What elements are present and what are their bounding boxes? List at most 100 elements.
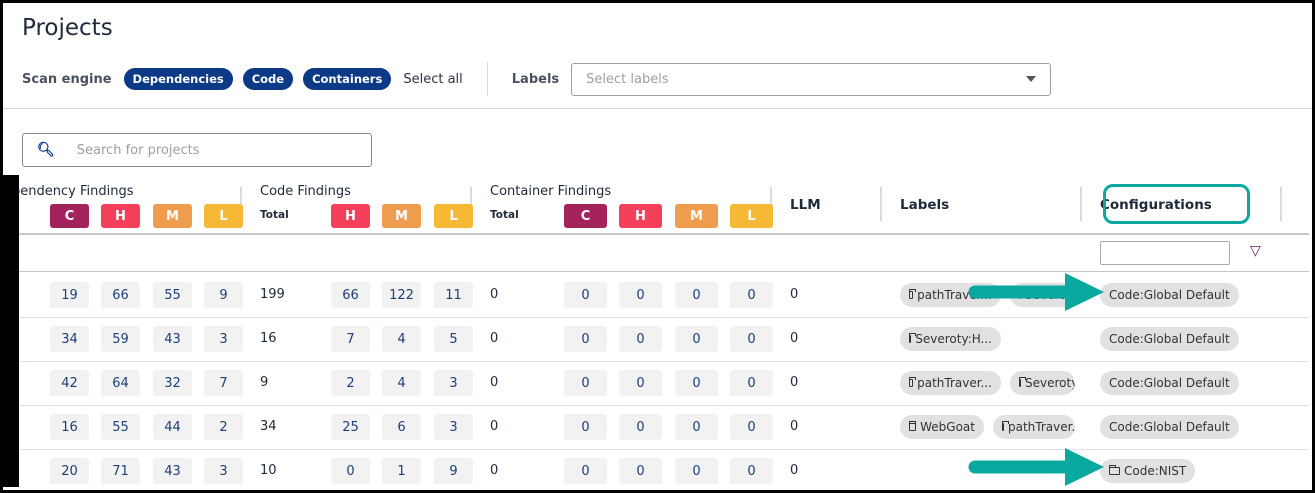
dependency-count-cell[interactable]: 64	[101, 370, 140, 396]
severity-badge-L[interactable]: L	[204, 204, 243, 228]
code-count-cell[interactable]: 9	[434, 458, 473, 484]
label-chip[interactable]: Severoty:H...	[900, 327, 1001, 351]
code-count-cell[interactable]: 6	[382, 414, 421, 440]
code-count-cell[interactable]: 0	[331, 458, 370, 484]
dependency-count-cell[interactable]: 2	[204, 414, 243, 440]
code-total: 199	[260, 287, 285, 302]
label-chip[interactable]: pathTraver...	[900, 371, 1001, 395]
code-count-cell[interactable]: 4	[382, 370, 421, 396]
severity-badge-M[interactable]: M	[382, 204, 421, 228]
code-count-cell[interactable]: 3	[434, 370, 473, 396]
filter-icon[interactable]: ▽	[1250, 243, 1261, 259]
severity-badge-C[interactable]: C	[564, 204, 607, 228]
code-count-cell[interactable]: 4	[382, 326, 421, 352]
severity-badge-M[interactable]: M	[153, 204, 192, 228]
dependency-count-cell[interactable]: 16	[50, 414, 89, 440]
dependency-count-cell[interactable]: 44	[153, 414, 192, 440]
severity-badge-H[interactable]: H	[101, 204, 140, 228]
container-count-cell[interactable]: 0	[730, 370, 773, 396]
container-count-cell[interactable]: 0	[675, 414, 718, 440]
container-count-cell[interactable]: 0	[675, 326, 718, 352]
container-count-cell[interactable]: 0	[619, 282, 662, 308]
dependency-count-cell[interactable]: 19	[50, 282, 89, 308]
container-count-cell[interactable]: 0	[730, 282, 773, 308]
code-count-cell[interactable]: 7	[331, 326, 370, 352]
severity-badge-M[interactable]: M	[675, 204, 718, 228]
folder-icon	[909, 377, 917, 387]
configurations-filter-input[interactable]	[1100, 241, 1230, 265]
engine-chip-dependencies[interactable]: Dependencies	[123, 68, 233, 90]
severity-badge-H[interactable]: H	[331, 204, 370, 228]
labels-select[interactable]: Select labels	[571, 62, 1052, 96]
dependency-count-cell[interactable]: 7	[204, 370, 243, 396]
container-count-cell[interactable]: 0	[619, 370, 662, 396]
dependency-count-cell[interactable]: 32	[153, 370, 192, 396]
code-count-cell[interactable]: 1	[382, 458, 421, 484]
container-count-cell[interactable]: 0	[619, 414, 662, 440]
container-total: 0	[490, 331, 499, 346]
severity-badge-L[interactable]: L	[730, 204, 773, 228]
container-count-cell[interactable]: 0	[564, 326, 607, 352]
dependency-count-cell[interactable]: 43	[153, 326, 192, 352]
container-count-cell[interactable]: 0	[675, 458, 718, 484]
container-count-cell[interactable]: 0	[730, 326, 773, 352]
llm-header[interactable]: LLM	[790, 197, 821, 213]
code-count-cell[interactable]: 2	[331, 370, 370, 396]
folder-icon	[1019, 377, 1026, 387]
configuration-chip[interactable]: Code:Global Default	[1100, 283, 1239, 307]
container-count-cell[interactable]: 0	[619, 458, 662, 484]
severity-badge-L[interactable]: L	[434, 204, 473, 228]
configuration-chip[interactable]: Code:Global Default	[1100, 327, 1239, 351]
dependency-count-cell[interactable]: 55	[101, 414, 140, 440]
configurations-header[interactable]: Configurations	[1100, 197, 1212, 213]
code-count-cell[interactable]: 25	[331, 414, 370, 440]
labels-header[interactable]: Labels	[900, 197, 950, 213]
code-count-cell[interactable]: 3	[434, 414, 473, 440]
dependency-count-cell[interactable]: 42	[50, 370, 89, 396]
dependency-count-cell[interactable]: 9	[204, 282, 243, 308]
row-divider	[19, 361, 1309, 362]
dependency-count-cell[interactable]: 3	[204, 326, 243, 352]
code-count-cell[interactable]: 66	[331, 282, 370, 308]
container-count-cell[interactable]: 0	[675, 282, 718, 308]
code-total: 9	[260, 375, 269, 390]
container-count-cell[interactable]: 0	[564, 282, 607, 308]
code-total-header: Total	[260, 209, 289, 221]
dependency-count-cell[interactable]: 66	[101, 282, 140, 308]
select-all-link[interactable]: Select all	[403, 71, 463, 87]
label-chip[interactable]: pathTraver...	[993, 415, 1075, 439]
label-text: WebGoat	[920, 420, 975, 434]
code-count-cell[interactable]: 11	[434, 282, 473, 308]
dependency-count-cell[interactable]: 20	[50, 458, 89, 484]
container-count-cell[interactable]: 0	[730, 458, 773, 484]
severity-badge-H[interactable]: H	[619, 204, 662, 228]
engine-chip-containers[interactable]: Containers	[303, 68, 392, 90]
dependency-count-cell[interactable]: 34	[50, 326, 89, 352]
dependency-count-cell[interactable]: 43	[153, 458, 192, 484]
code-count-cell[interactable]: 5	[434, 326, 473, 352]
dependency-count-cell[interactable]: 59	[101, 326, 140, 352]
container-total-header: Total	[490, 209, 519, 221]
container-count-cell[interactable]: 0	[730, 414, 773, 440]
configuration-chip[interactable]: Code:Global Default	[1100, 371, 1239, 395]
container-count-cell[interactable]: 0	[564, 458, 607, 484]
dependency-count-cell[interactable]: 71	[101, 458, 140, 484]
label-chip[interactable]: WebGoat	[900, 415, 984, 439]
container-count-cell[interactable]: 0	[564, 414, 607, 440]
severity-badge-C[interactable]: C	[50, 204, 89, 228]
dependency-count-cell[interactable]: 55	[153, 282, 192, 308]
engine-chip-code[interactable]: Code	[242, 68, 294, 90]
configuration-chip[interactable]: Code:Global Default	[1100, 415, 1239, 439]
container-count-cell[interactable]: 0	[675, 370, 718, 396]
container-count-cell[interactable]: 0	[619, 326, 662, 352]
search-input[interactable]: 🔍︎ Search for projects	[22, 133, 372, 167]
configurations-highlight	[1103, 184, 1250, 224]
row-divider	[19, 317, 1309, 318]
container-count-cell[interactable]: 0	[564, 370, 607, 396]
code-count-cell[interactable]: 122	[382, 282, 421, 308]
labels-placeholder: Select labels	[586, 71, 669, 87]
label-chip[interactable]: Severoty	[1010, 371, 1075, 395]
dependency-count-cell[interactable]: 3	[204, 458, 243, 484]
configuration-chip[interactable]: Code:NIST	[1100, 459, 1196, 483]
annotation-arrows	[968, 273, 1104, 486]
